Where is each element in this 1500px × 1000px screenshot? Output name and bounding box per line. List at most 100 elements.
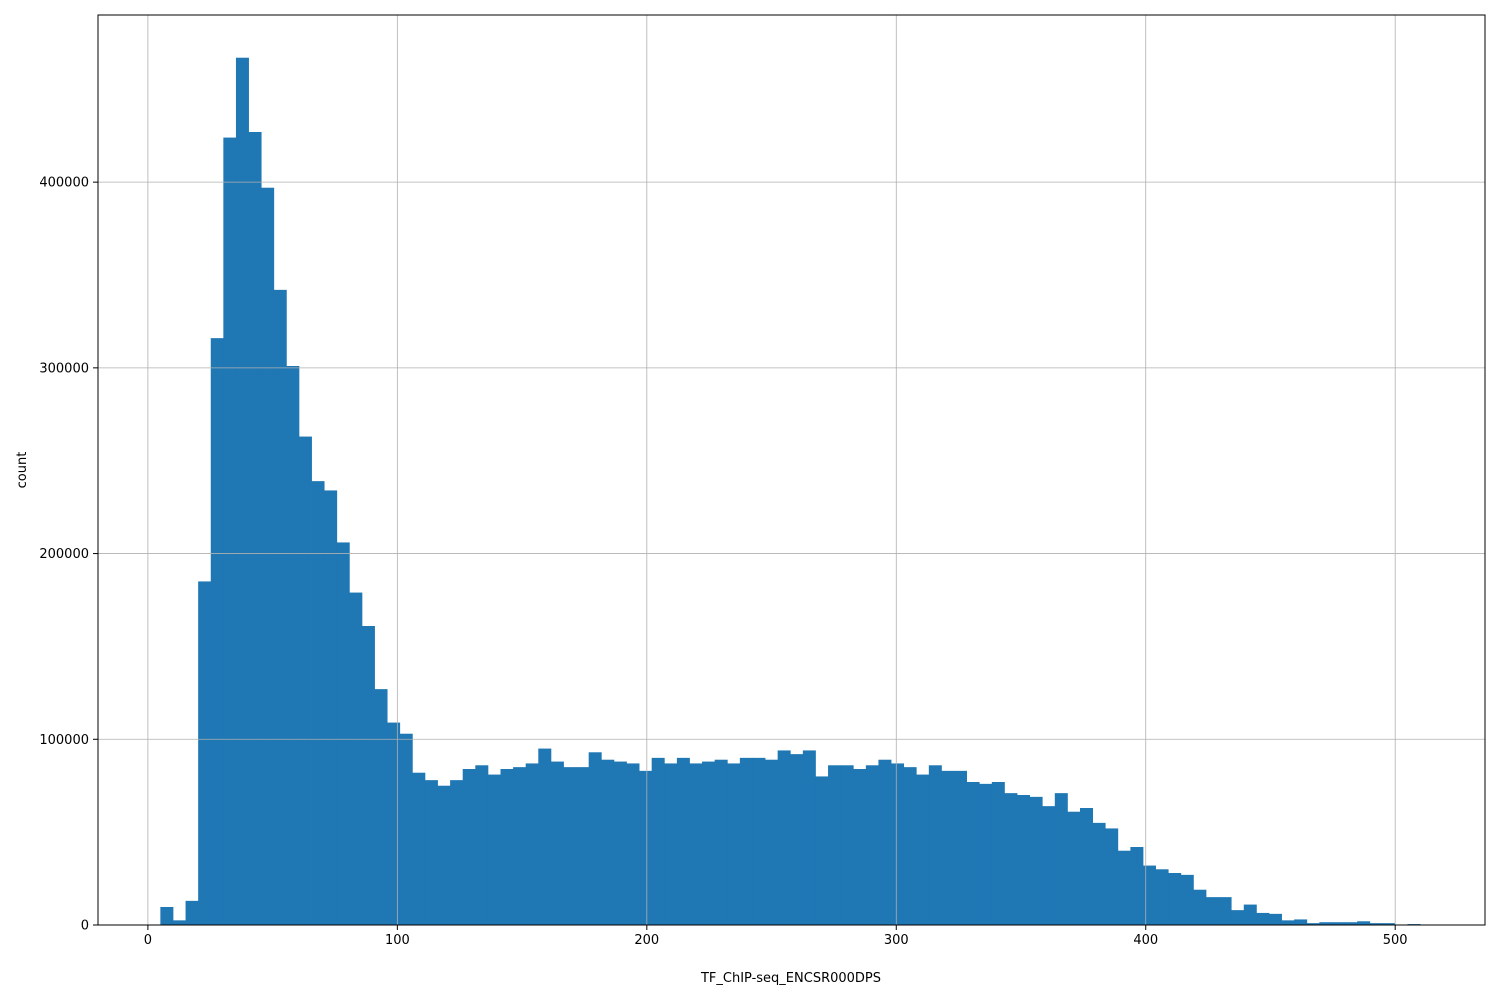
x-axis-label: TF_ChIP-seq_ENCSR000DPS <box>700 971 881 986</box>
x-tick-label: 0 <box>144 933 152 948</box>
histogram-bar <box>1130 847 1144 925</box>
histogram-bar <box>210 338 224 926</box>
histogram-bar <box>1054 793 1068 925</box>
x-axis-ticks: 0 100 200 300 400 500 <box>144 925 1408 948</box>
histogram-bar <box>336 542 350 925</box>
histogram-bar <box>487 774 501 925</box>
histogram-bar <box>891 763 905 925</box>
x-tick-label: 400 <box>1133 933 1158 948</box>
plot-frame <box>97 14 1486 926</box>
histogram-bar <box>1080 808 1093 925</box>
histogram-bar <box>1281 920 1295 925</box>
histogram-bar <box>1142 865 1156 925</box>
x-tick-label: 500 <box>1383 933 1408 948</box>
histogram-bar <box>1294 919 1308 925</box>
histogram-bar <box>1306 923 1320 925</box>
histogram-bar <box>702 761 716 925</box>
histogram-bar <box>865 765 879 925</box>
histogram-bar <box>538 748 552 925</box>
histogram-bar <box>601 759 615 925</box>
histogram-bar <box>475 765 489 925</box>
histogram-bar <box>613 761 627 925</box>
histogram-bar <box>185 900 199 925</box>
histogram-bar <box>387 722 401 925</box>
y-tick-label: 300000 <box>39 361 89 376</box>
histogram-bar <box>576 767 590 925</box>
histogram-bar <box>525 763 539 925</box>
histogram-bar <box>286 366 300 925</box>
histogram-bar <box>916 774 930 925</box>
histogram-bar <box>273 289 287 925</box>
y-tick-label: 100000 <box>39 733 89 748</box>
histogram-bar <box>1017 795 1031 925</box>
histogram-bar <box>172 920 186 925</box>
histogram-bar <box>752 757 766 925</box>
histogram-bar <box>462 769 476 925</box>
histogram-bar <box>739 757 753 925</box>
histogram-bar <box>991 782 1005 925</box>
histogram-bar <box>361 626 375 925</box>
histogram-bar <box>1319 922 1333 925</box>
histogram-bar <box>374 689 388 925</box>
histogram-bar <box>1117 850 1131 925</box>
histogram-bar <box>815 776 829 925</box>
histogram-bar <box>928 765 942 925</box>
histogram-bar <box>1256 912 1270 925</box>
histogram-bar <box>714 759 728 925</box>
histogram-bar <box>727 763 741 925</box>
histogram-bar <box>261 187 275 925</box>
histogram-bar <box>966 782 980 925</box>
x-tick-label: 100 <box>385 933 410 948</box>
histogram-bar <box>298 436 312 925</box>
histogram-bar <box>248 132 262 925</box>
histogram-bar <box>1155 869 1169 925</box>
histogram-bar <box>424 780 438 925</box>
histogram-bar <box>349 592 363 925</box>
histogram-bar <box>765 759 779 925</box>
histogram-bar <box>513 767 527 925</box>
histogram-bar <box>1243 904 1257 925</box>
histogram-bar <box>223 137 237 926</box>
histogram-bar <box>1193 889 1207 925</box>
histogram-bar <box>639 770 653 925</box>
y-axis-label: count <box>15 452 30 489</box>
y-axis-ticks: 0 100000 200000 300000 400000 <box>39 176 98 934</box>
histogram-bar <box>563 767 577 925</box>
histogram-bar <box>1168 873 1182 925</box>
histogram-bar <box>790 754 804 925</box>
histogram-bar <box>878 759 892 925</box>
histogram-bar <box>1029 796 1043 925</box>
histogram-bar <box>160 906 174 925</box>
histogram-bar <box>828 765 842 925</box>
histogram-bar <box>664 763 678 925</box>
histogram-bar <box>626 763 640 925</box>
histogram-bar <box>979 783 993 925</box>
histogram-bar <box>324 490 338 925</box>
histogram-bar <box>840 765 854 925</box>
histogram-bar <box>1357 921 1371 925</box>
histogram-bar <box>235 57 249 925</box>
histogram-bar <box>500 769 514 925</box>
histogram-bar <box>412 772 426 925</box>
histogram-bar <box>1231 910 1245 925</box>
histogram-bar <box>1268 913 1282 925</box>
y-tick-label: 200000 <box>39 547 89 562</box>
histogram-bar <box>1004 793 1018 925</box>
histogram-bar <box>954 770 968 925</box>
histogram-bar <box>399 733 413 925</box>
histogram-bar <box>853 769 867 925</box>
histogram-bar <box>1180 874 1194 925</box>
y-tick-label: 0 <box>81 919 89 934</box>
histogram-bar <box>1105 828 1119 925</box>
histogram-bar <box>198 581 212 925</box>
histogram-bar <box>588 752 602 925</box>
histogram-bar <box>1218 897 1232 925</box>
histogram-bar <box>777 750 791 925</box>
histogram-bars <box>160 57 1421 926</box>
histogram-bar <box>1092 822 1106 925</box>
histogram-bar <box>450 780 464 925</box>
histogram-bar <box>651 757 665 925</box>
x-tick-label: 200 <box>634 933 659 948</box>
histogram-bar <box>311 481 325 925</box>
